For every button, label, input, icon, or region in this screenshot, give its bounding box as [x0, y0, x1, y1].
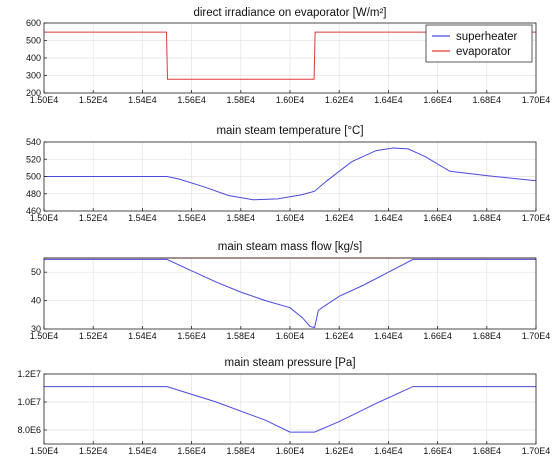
x-tick-label: 1.52E4	[79, 446, 108, 456]
y-tick-label: 200	[26, 88, 41, 98]
x-tick-label: 1.60E4	[276, 213, 305, 223]
x-tick-label: 1.54E4	[128, 95, 157, 105]
panel-2-title: main steam temperature [°C]	[216, 125, 363, 137]
x-tick-label: 1.66E4	[423, 446, 452, 456]
x-tick-label: 1.62E4	[325, 213, 354, 223]
x-tick-label: 1.68E4	[473, 213, 502, 223]
panel-3: main steam mass flow [kg/s] 1.50E4 1.52E4 1…	[30, 241, 551, 341]
x-tick-label: 1.54E4	[128, 331, 157, 341]
x-tick-label: 1.50E4	[30, 213, 59, 223]
panel-1: direct irradiance on evaporator [W/m²] 1.…	[26, 7, 550, 105]
y-tick-label: 480	[26, 189, 41, 199]
legend-label-superheater: superheater	[456, 31, 518, 43]
legend: superheater evaporator	[425, 24, 533, 63]
series-line-evaporator	[44, 31, 536, 80]
x-tick-label: 1.56E4	[177, 213, 206, 223]
panel-2: main steam temperature [°C] 1.50E4 1.52E4 1…	[26, 125, 550, 223]
x-tick-label: 1.60E4	[276, 331, 305, 341]
y-tick-label: 50	[31, 267, 41, 277]
legend-label-evaporator: evaporator	[456, 46, 511, 58]
x-tick-label: 1.58E4	[227, 95, 256, 105]
y-tick-label: 500	[26, 172, 41, 182]
legend-box	[425, 24, 533, 63]
x-tick-label: 1.58E4	[227, 213, 256, 223]
x-tick-label: 1.70E4	[522, 213, 551, 223]
x-tick-label: 1.62E4	[325, 95, 354, 105]
y-tick-label: 460	[26, 206, 41, 216]
panel-3-title: main steam mass flow [kg/s]	[218, 241, 362, 253]
x-tick-label: 1.68E4	[473, 446, 502, 456]
x-tick-label: 1.54E4	[128, 213, 157, 223]
x-tick-label: 1.68E4	[473, 331, 502, 341]
x-tick-label: 1.64E4	[374, 331, 403, 341]
x-tick-label: 1.52E4	[79, 95, 108, 105]
x-tick-label: 1.70E4	[522, 95, 551, 105]
y-tick-label: 300	[26, 71, 41, 81]
x-tick-label: 1.60E4	[276, 446, 305, 456]
x-tick-label: 1.64E4	[374, 213, 403, 223]
x-tick-label: 1.50E4	[30, 95, 59, 105]
y-tick-label: 600	[26, 18, 41, 28]
y-tick-label: 30	[31, 324, 41, 334]
y-tick-label: 500	[26, 36, 41, 46]
x-tick-label: 1.70E4	[522, 331, 551, 341]
series-line-superheater	[44, 147, 537, 201]
x-tick-label: 1.52E4	[79, 331, 108, 341]
y-tick-label: 400	[26, 53, 41, 63]
series-line-superheater	[44, 258, 536, 329]
x-tick-label: 1.56E4	[177, 446, 206, 456]
x-tick-label: 1.62E4	[325, 446, 354, 456]
x-tick-label: 1.64E4	[374, 95, 403, 105]
x-tick-label: 1.68E4	[473, 95, 502, 105]
x-tick-label: 1.58E4	[227, 331, 256, 341]
y-tick-label: 1.2E7	[17, 369, 41, 379]
x-tick-label: 1.60E4	[276, 95, 305, 105]
x-tick-label: 1.52E4	[79, 213, 108, 223]
panel-4: main steam pressure [Pa] 1.50E4 1.52E4 1.54…	[17, 357, 550, 456]
series-line-superheater	[44, 386, 536, 433]
panel-1-title: direct irradiance on evaporator [W/m²]	[193, 7, 386, 19]
x-tick-label: 1.66E4	[423, 213, 452, 223]
y-tick-label: 40	[31, 296, 41, 306]
x-tick-label: 1.56E4	[177, 95, 206, 105]
x-tick-label: 1.70E4	[522, 446, 551, 456]
x-tick-label: 1.66E4	[423, 95, 452, 105]
x-tick-label: 1.66E4	[423, 331, 452, 341]
panel-4-title: main steam pressure [Pa]	[224, 357, 355, 369]
y-tick-label: 520	[26, 154, 41, 164]
x-tick-label: 1.58E4	[227, 446, 256, 456]
y-tick-label: 540	[26, 137, 41, 147]
x-tick-label: 1.50E4	[30, 446, 59, 456]
y-tick-label: 1.0E7	[17, 397, 41, 407]
x-tick-label: 1.56E4	[177, 331, 206, 341]
x-tick-label: 1.54E4	[128, 446, 157, 456]
x-tick-label: 1.50E4	[30, 331, 59, 341]
x-tick-label: 1.62E4	[325, 331, 354, 341]
x-tick-label: 1.64E4	[374, 446, 403, 456]
y-tick-label: 8.0E6	[17, 425, 41, 435]
